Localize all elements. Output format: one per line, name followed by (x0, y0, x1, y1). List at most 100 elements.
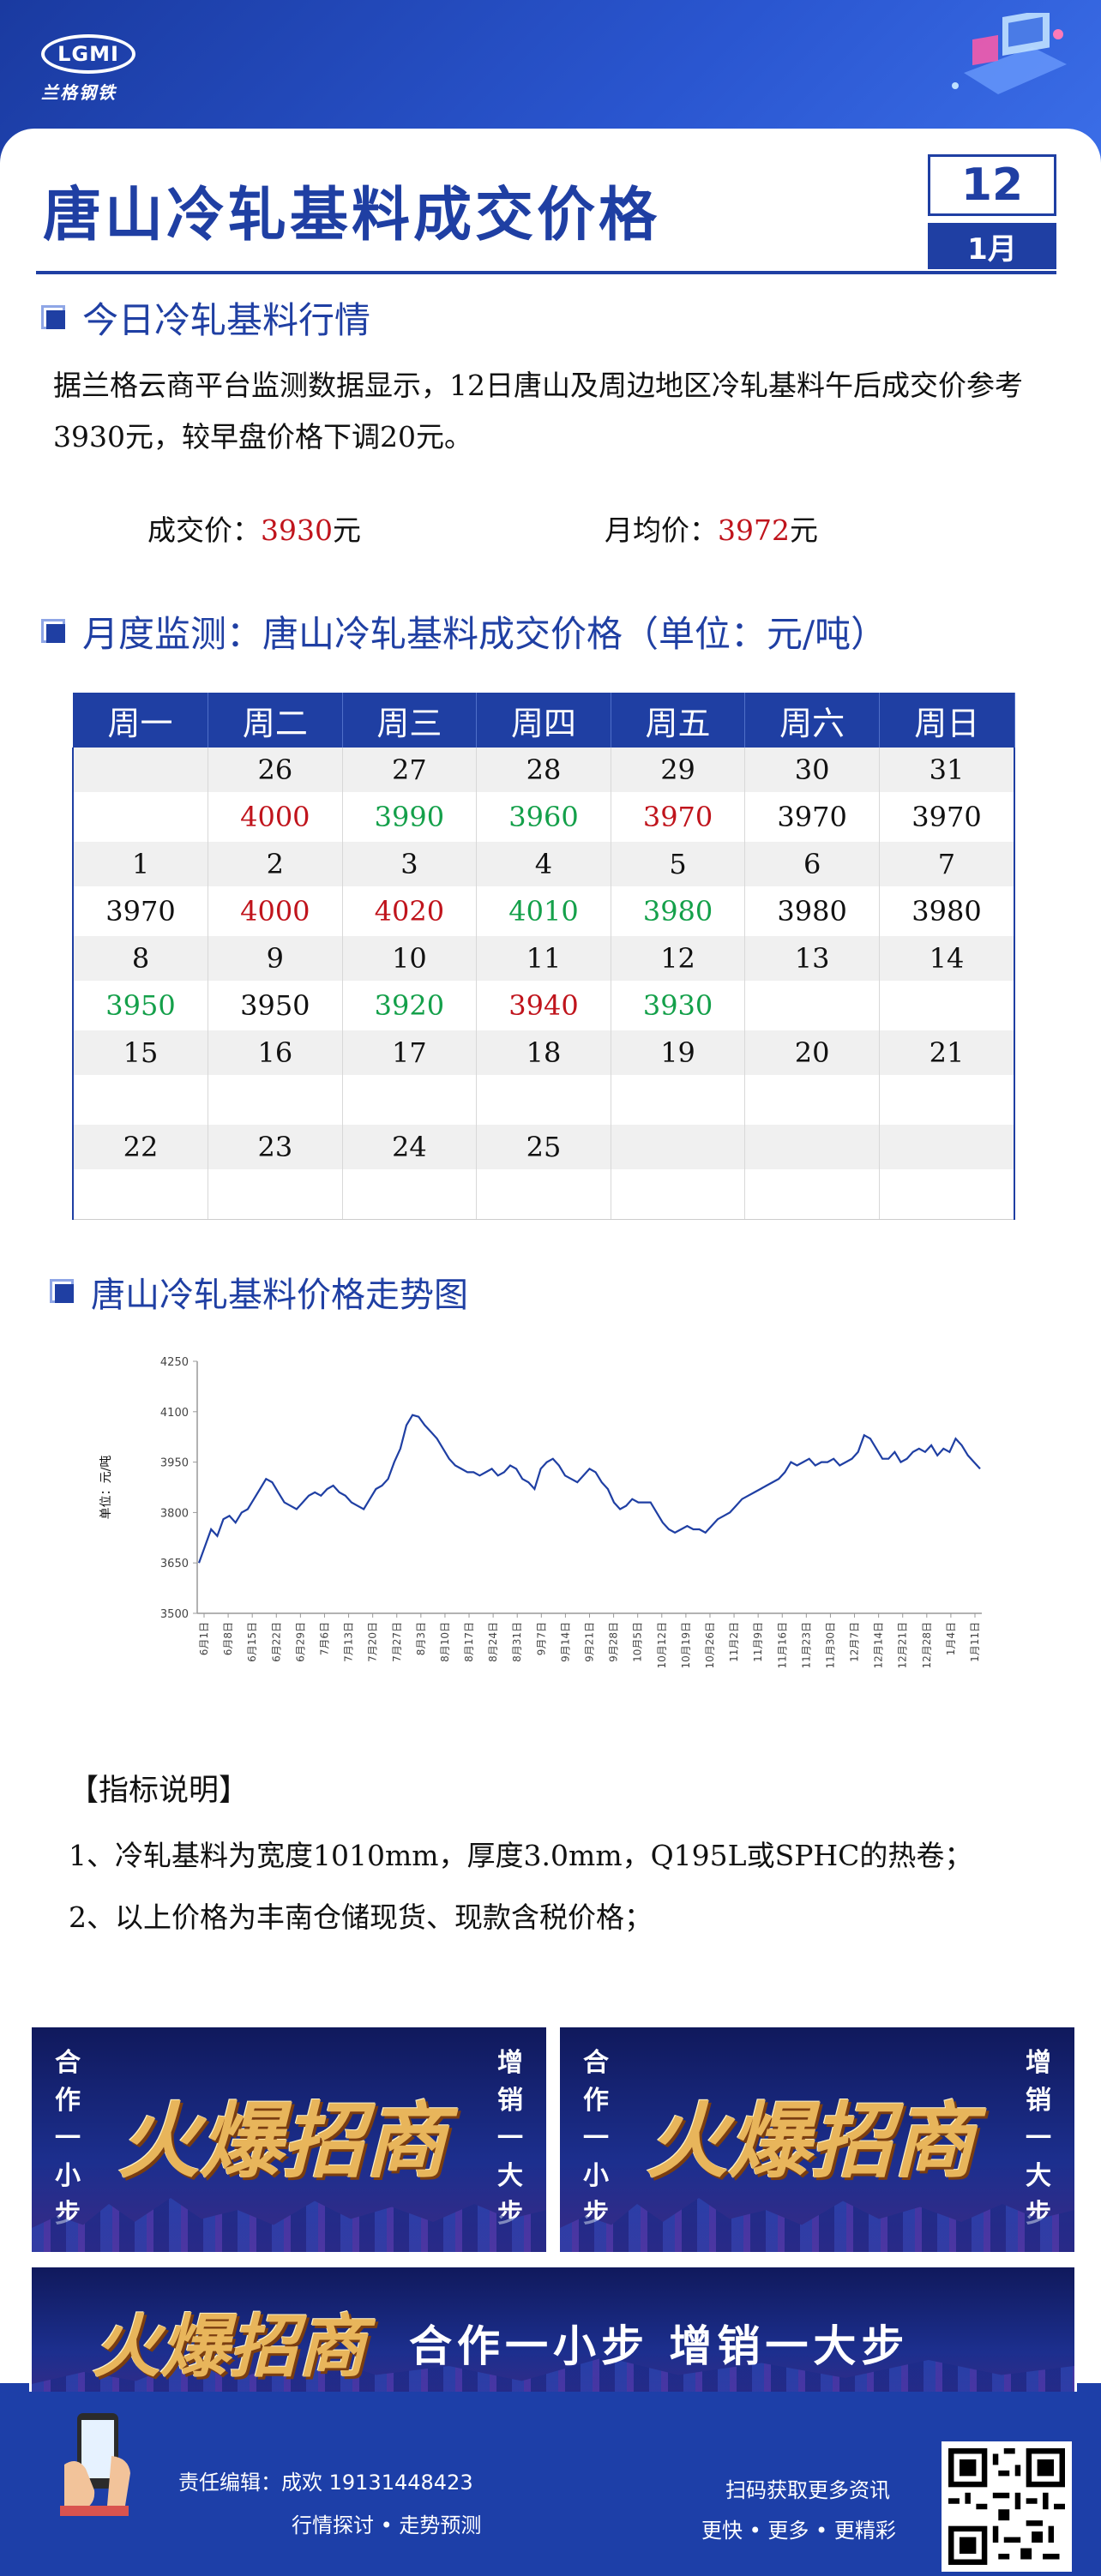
footer-tagline: 行情探讨 • 走势预测 (292, 2513, 482, 2537)
ad-banner-left[interactable]: 合作一小步 增销一大步 火爆招商 (29, 2025, 549, 2255)
price-row: 3950 3950 3920 3940 3930 (72, 981, 1015, 1030)
date-cell: 26 (208, 748, 343, 792)
date-cell: 16 (208, 1030, 343, 1075)
price-cell (744, 1075, 880, 1125)
y-tick-label: 3650 (160, 1558, 189, 1570)
x-tick-label: 6月15日 (246, 1622, 258, 1662)
ad-side-text: 合作一小步 (583, 2048, 609, 2229)
ad-banner-right[interactable]: 合作一小步 增销一大步 火爆招商 (557, 2025, 1077, 2255)
date-cell: 18 (476, 1030, 611, 1075)
date-cell: 9 (208, 936, 343, 981)
date-cell: 22 (72, 1125, 209, 1169)
ad-main-text: 火爆招商 (646, 2093, 975, 2189)
x-tick-label: 7月20日 (367, 1622, 379, 1662)
ad-banner-wide[interactable]: 火爆招商 合作一小步 增销一大步 (29, 2265, 1077, 2411)
price-trend-chart: 3500 3650 3800 3950 4100 4250 单位：元/吨 6月1日 6月8日 6月… (99, 1356, 982, 1669)
price-row: 4000 3990 3960 3970 3970 3970 (72, 792, 1015, 842)
section-chart-heading: 唐山冷轧基料价格走势图 (50, 1267, 468, 1317)
price-cell (208, 1169, 343, 1220)
price-cell (342, 1169, 478, 1220)
avg-price: 月均价：3972元 (605, 507, 818, 549)
x-tick-label: 1月11日 (969, 1622, 981, 1662)
x-tick-label: 9月21日 (584, 1622, 596, 1662)
x-tick-label: 1月4日 (945, 1622, 957, 1655)
price-line-series (197, 1414, 981, 1564)
weekday-header: 周六 (744, 693, 880, 748)
qr-code-icon[interactable] (942, 2441, 1072, 2572)
x-tick-label: 11月16日 (776, 1622, 788, 1669)
date-cell: 23 (208, 1125, 343, 1169)
date-cell: 25 (476, 1125, 611, 1169)
title-divider (36, 271, 1056, 274)
x-tick-label: 9月7日 (535, 1622, 547, 1655)
weekday-header: 周三 (342, 693, 478, 748)
date-cell: 2 (208, 842, 343, 886)
date-cell: 20 (744, 1030, 880, 1075)
y-axis-label: 单位：元/吨 (99, 1456, 113, 1520)
date-cell: 6 (744, 842, 880, 886)
price-cell (208, 1075, 343, 1125)
footer (0, 2392, 1101, 2576)
x-tick-label: 8月31日 (511, 1622, 523, 1662)
price-calendar: 周一 周二 周三 周四 周五 周六 周日 26 27 28 29 30 31 4000 399… (72, 693, 1015, 1220)
price-cell: 3970 (611, 792, 746, 842)
date-cell: 21 (879, 1030, 1015, 1075)
x-tick-label: 8月3日 (415, 1622, 427, 1655)
x-tick-label: 11月30日 (824, 1622, 836, 1669)
content-panel (0, 129, 1101, 2383)
section-month-title: 月度监测：唐山冷轧基料成交价格（单位：元/吨） (82, 613, 887, 655)
city-skyline-icon (560, 2198, 1074, 2252)
date-cell: 30 (744, 748, 880, 792)
section-bullet-icon (41, 304, 67, 331)
price-cell (611, 1075, 746, 1125)
logo-mark: LGMI (41, 34, 135, 74)
brand-logo[interactable]: LGMI 兰格钢铁 (34, 26, 146, 103)
price-cell (611, 1169, 746, 1220)
ad-slogan: 合作一小步 增销一大步 (409, 2321, 910, 2371)
y-tick-label: 3800 (160, 1507, 189, 1520)
avg-price-label: 月均价： (605, 513, 718, 547)
date-row: 15 16 17 18 19 20 21 (72, 1030, 1015, 1075)
date-cell: 5 (611, 842, 746, 886)
deal-price-label: 成交价： (147, 513, 261, 547)
date-cell: 1 (72, 842, 209, 886)
deal-price-unit: 元 (332, 513, 361, 547)
price-cell (744, 1169, 880, 1220)
x-tick-label: 12月21日 (897, 1622, 909, 1669)
x-tick-label: 12月14日 (873, 1622, 885, 1669)
avg-price-unit: 元 (789, 513, 818, 547)
date-cell: 4 (476, 842, 611, 886)
section-month-heading: 月度监测：唐山冷轧基料成交价格（单位：元/吨） (41, 605, 887, 658)
date-cell: 27 (342, 748, 478, 792)
price-cell: 3960 (476, 792, 611, 842)
date-cell: 28 (476, 748, 611, 792)
avg-price-value: 3972 (718, 513, 790, 547)
x-tick-label: 9月28日 (608, 1622, 620, 1662)
date-cell: 29 (611, 748, 746, 792)
price-cell (879, 981, 1015, 1030)
price-cell: 3950 (208, 981, 343, 1030)
date-cell: 7 (879, 842, 1015, 886)
price-cell (72, 1075, 209, 1125)
note-item: 1、冷轧基料为宽度1010mm，厚度3.0mm，Q195L或SPHC的热卷； (69, 1839, 973, 1872)
date-row: 8 9 10 11 12 13 14 (72, 936, 1015, 981)
city-skyline-icon (32, 2198, 546, 2252)
price-cell (879, 1075, 1015, 1125)
date-cell (72, 748, 209, 792)
weekday-header: 周二 (208, 693, 343, 748)
price-cell: 3970 (879, 792, 1015, 842)
date-cell (879, 1125, 1015, 1169)
price-cell: 3980 (879, 886, 1015, 936)
date-cell: 3 (342, 842, 478, 886)
x-tick-label: 10月12日 (656, 1622, 668, 1669)
price-cell: 3970 (744, 792, 880, 842)
tech-illustration-icon (952, 13, 1067, 94)
x-tick-label: 6月1日 (198, 1622, 210, 1655)
weekday-header: 周四 (476, 693, 611, 748)
weekday-header-row: 周一 周二 周三 周四 周五 周六 周日 (73, 693, 1015, 748)
price-cell: 3990 (342, 792, 478, 842)
price-cell (72, 792, 209, 842)
date-cell: 24 (342, 1125, 478, 1169)
deal-price-value: 3930 (261, 513, 333, 547)
